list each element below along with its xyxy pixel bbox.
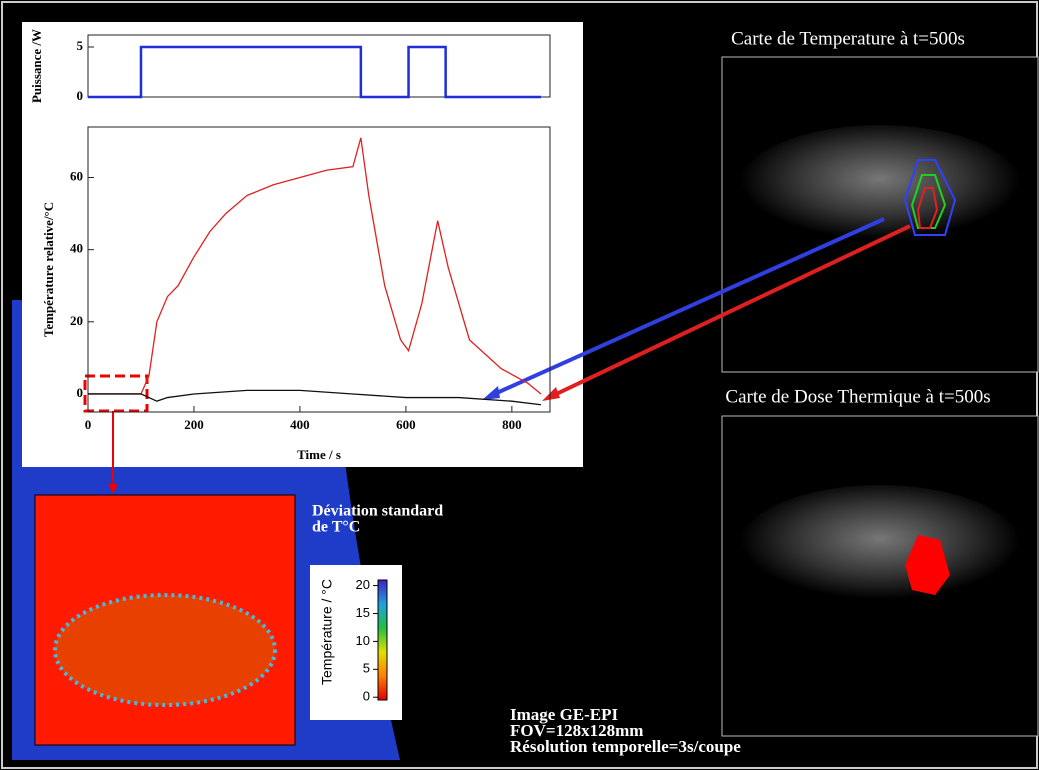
image-title: Carte de Temperature à t=500s bbox=[731, 28, 965, 49]
info: Résolution temporelle=3s/coupe bbox=[510, 737, 741, 756]
x-tick-label: 800 bbox=[502, 417, 522, 432]
y-tick-label: 0 bbox=[77, 88, 84, 103]
x-tick-label: 600 bbox=[396, 417, 416, 432]
x-tick-label: 0 bbox=[85, 417, 92, 432]
y-tick-label: 5 bbox=[77, 38, 84, 53]
arrow-head bbox=[542, 387, 560, 401]
info: FOV=128x128mm bbox=[510, 721, 643, 740]
y-tick-label: 5 bbox=[363, 661, 370, 676]
colorbar bbox=[377, 579, 388, 701]
x-tick-label: 200 bbox=[184, 417, 204, 432]
line-series bbox=[88, 389, 542, 406]
y-tick-label: 0 bbox=[363, 689, 370, 704]
std-map-region bbox=[53, 593, 277, 707]
y-tick-label: 0 bbox=[77, 385, 84, 400]
y-tick-label: 20 bbox=[70, 313, 83, 328]
arrow bbox=[549, 224, 911, 399]
contour bbox=[910, 174, 947, 229]
contour bbox=[903, 159, 957, 236]
x-tick-label: 400 bbox=[290, 417, 310, 432]
mri-image bbox=[740, 125, 1020, 245]
contour bbox=[916, 187, 939, 229]
plot-area bbox=[87, 34, 551, 98]
arrow-head bbox=[482, 386, 500, 400]
arrow bbox=[489, 217, 885, 398]
y-tick-label: 10 bbox=[356, 633, 370, 648]
y-tick-label: 20 bbox=[356, 577, 370, 592]
selection-box bbox=[83, 374, 149, 413]
info: Image GE-EPI bbox=[510, 705, 619, 724]
y-axis-label: Puissance /W bbox=[29, 29, 44, 103]
y-tick-label: 40 bbox=[70, 241, 83, 256]
line-series bbox=[88, 137, 542, 395]
plot-area bbox=[87, 126, 551, 413]
y-tick-label: 15 bbox=[356, 605, 370, 620]
x-axis-label: Time / s bbox=[297, 447, 341, 462]
label: de T°C bbox=[312, 519, 360, 536]
dose-region bbox=[905, 535, 950, 595]
image-title: Carte de Dose Thermique à t=500s bbox=[725, 386, 990, 407]
line-series bbox=[88, 45, 541, 99]
arrow-head bbox=[108, 484, 118, 494]
y-axis-label: Température relative/°C bbox=[41, 202, 56, 337]
label: Déviation standard bbox=[312, 503, 443, 520]
y-axis-label: Température / °C bbox=[319, 579, 335, 685]
mri-image bbox=[740, 485, 1020, 605]
y-tick-label: 60 bbox=[70, 168, 83, 183]
